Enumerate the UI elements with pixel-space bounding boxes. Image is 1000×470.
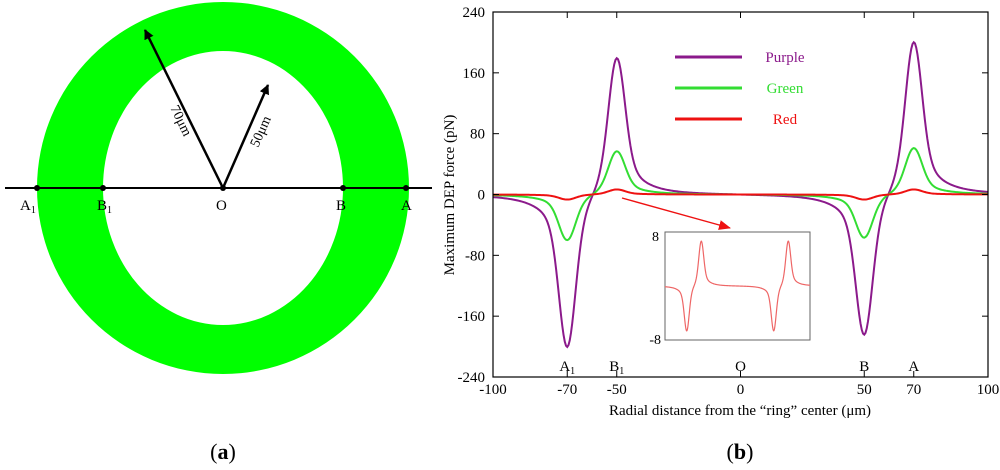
series-layer [493,40,988,349]
x-tick-label: -50 [607,382,627,398]
x-tick-label: -70 [557,382,577,398]
x-tick-label: -100 [479,382,507,398]
y-tick-label: 80 [470,127,485,143]
point-b1-label: B1 [97,198,112,216]
y-axis-label: Maximum DEP force (pN) [442,115,458,276]
x-axis-label: Radial distance from the “ring” center (… [609,403,871,419]
y-tick-label: 240 [463,5,486,21]
point-b1-dot [100,185,106,191]
point-a1-dot [34,185,40,191]
inset-y-max-label: 8 [652,230,659,245]
point-labels: A1 B1 O B A [559,359,919,377]
legend-label-red: Red [773,112,798,128]
x-tick-label: 0 [737,382,745,398]
point-o-dot [220,185,226,191]
outer-radius-arrow [143,29,225,189]
ring [37,2,409,374]
series-line-red [493,188,988,201]
legend: Purple Green Red [675,50,805,128]
inset-series-line-red [664,240,811,332]
inset-pointer-arrow [621,197,731,230]
x-tick-label: 50 [857,382,872,398]
ticks-layer: -100 -70 -50 0 50 70 100 240 160 80 0 -80 -160 -240 [458,5,1000,398]
point-a-label: A [401,198,412,214]
x-tick-label: 70 [906,382,921,398]
point-a1-label: A1 [20,198,36,216]
y-tick-label: 0 [478,188,486,204]
point-label-b1: B1 [609,359,624,377]
point-b-label: B [336,198,346,214]
legend-label-green: Green [767,81,804,97]
inset-y-min-label: -8 [649,333,661,348]
panel-b-label: (b) [727,439,754,464]
y-tick-label: -80 [465,248,485,264]
inset: 8 -8 [649,230,811,348]
panel-b: -100 -70 -50 0 50 70 100 240 160 80 0 -80 -160 -240 A… [442,5,999,464]
point-a-dot [403,185,409,191]
point-o-label: O [216,198,227,214]
y-tick-label: -160 [458,309,486,325]
legend-label-purple: Purple [765,50,805,66]
point-label-a1: A1 [559,359,575,377]
point-label-o: O [735,359,746,375]
panel-a-label: (a) [210,439,236,464]
inner-radius-arrow [221,84,270,189]
y-tick-label: 160 [463,66,486,82]
y-tick-label: -240 [458,370,486,386]
point-label-b: B [859,359,869,375]
x-tick-label: 100 [977,382,1000,398]
point-label-a: A [908,359,919,375]
point-b-dot [340,185,346,191]
panel-a: 70μm 50μm A1 B1 O B A (a) [5,2,432,464]
